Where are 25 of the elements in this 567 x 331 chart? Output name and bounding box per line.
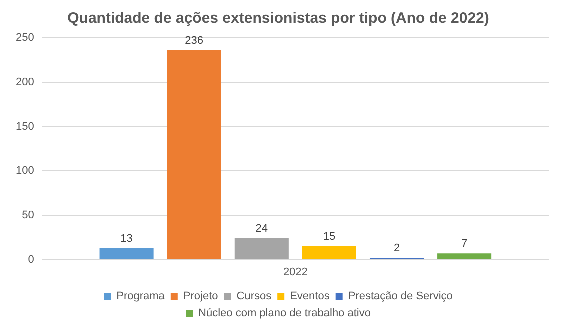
y-tick-label: 50 xyxy=(22,209,34,222)
legend-label: Prestação de Serviço xyxy=(348,290,453,303)
bar xyxy=(302,246,356,260)
data-label: 2 xyxy=(394,242,400,255)
legend-label: Núcleo com plano de trabalho ativo xyxy=(198,308,371,320)
x-tick-label: 2022 xyxy=(283,266,308,278)
y-tick-label: 0 xyxy=(28,254,34,266)
legend-label: Eventos xyxy=(290,290,330,303)
bar xyxy=(100,248,154,260)
data-label: 15 xyxy=(323,231,336,244)
bar xyxy=(234,238,289,260)
legend-label: Cursos xyxy=(236,290,272,303)
bar xyxy=(438,254,492,260)
y-tick-label: 250 xyxy=(16,32,34,44)
legend-label: Projeto xyxy=(183,290,218,303)
y-tick-label: 200 xyxy=(16,76,34,88)
legend-label: Programa xyxy=(116,290,166,303)
data-label: 24 xyxy=(256,223,268,236)
y-tick-label: 100 xyxy=(16,165,34,178)
bar xyxy=(167,50,222,260)
data-label: 236 xyxy=(185,34,204,47)
data-label: 13 xyxy=(120,232,133,245)
y-tick-label: 150 xyxy=(16,120,34,133)
data-label: 7 xyxy=(461,238,468,250)
chart-title: Quantidade de ações extensionistas por tipo (Ano de 2022) xyxy=(68,10,490,28)
